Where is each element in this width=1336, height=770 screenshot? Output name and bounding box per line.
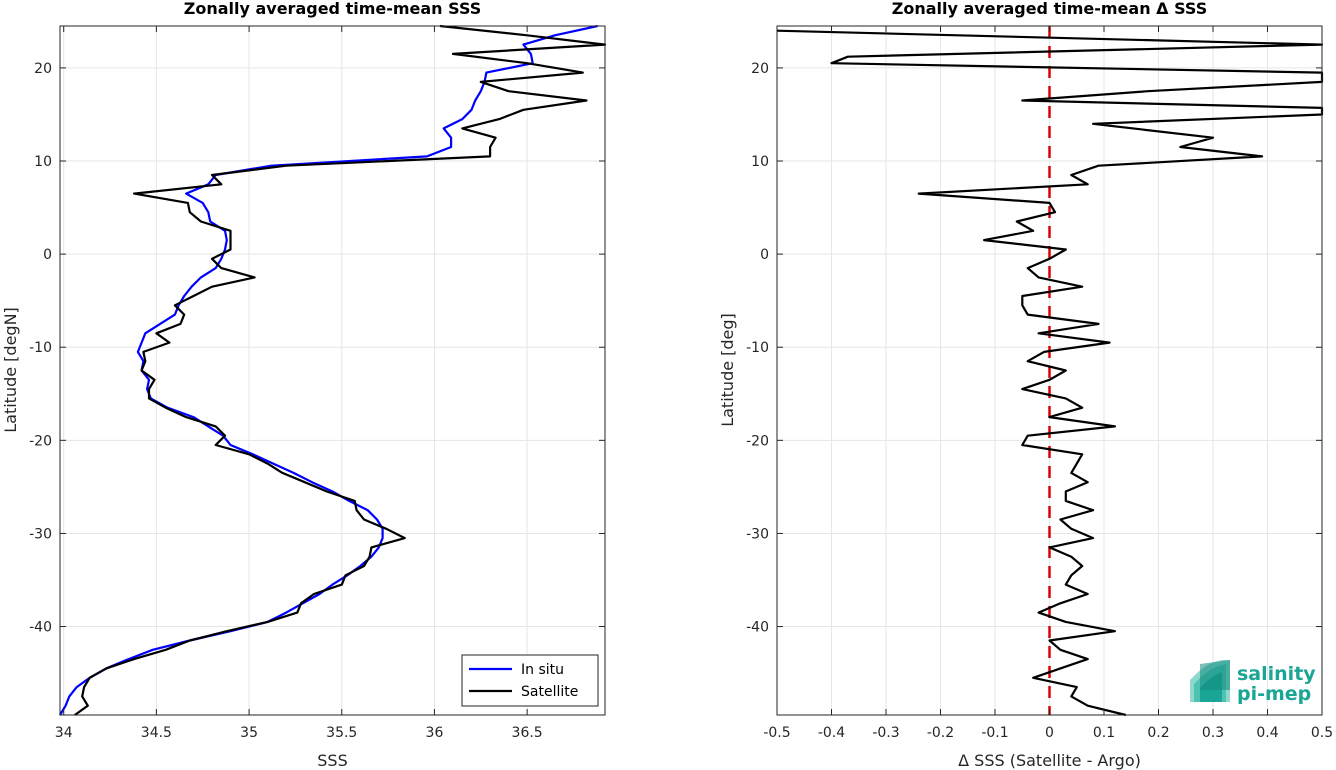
left-ticks: 34 34.5 35 35.5 36 36.5 -40 -30 -20 -10 0 10 20 [29, 26, 605, 741]
right-y-tick-label: -10 [746, 340, 769, 356]
left-x-tick-label: 36.5 [512, 725, 543, 741]
right-series [776, 26, 1324, 717]
left-y-tick-label: -20 [29, 433, 52, 449]
salinity-pi-mep-logo: salinity pi-mep [1190, 660, 1316, 705]
right-x-tick-label: 0.1 [1093, 725, 1115, 741]
logo-mark-icon [1190, 660, 1230, 702]
left-chart-title: Zonally averaged time-mean SSS [184, 0, 482, 18]
right-x-tick-label: -0.1 [981, 725, 1008, 741]
right-chart: -0.5 -0.4 -0.3 -0.2 -0.1 0 0.1 0.2 0.3 0.4 0.5 -40 -… [718, 0, 1333, 770]
right-y-tick-label: -40 [746, 620, 769, 636]
legend: In situ Satellite [461, 654, 599, 707]
right-y-tick-label: 10 [751, 154, 769, 170]
left-y-tick-label: -30 [29, 526, 52, 542]
right-series-line-delta-sss [776, 29, 1324, 717]
right-chart-title: Zonally averaged time-mean Δ SSS [892, 0, 1208, 18]
left-y-tick-label: -10 [29, 340, 52, 356]
left-grid [60, 26, 605, 715]
left-series-line-satellite [74, 24, 607, 716]
logo-text-pi-mep: pi-mep [1237, 683, 1311, 705]
right-x-tick-label: 0.2 [1147, 725, 1169, 741]
right-x-axis-label: Δ SSS (Satellite - Argo) [958, 751, 1141, 770]
right-x-tick-label: 0.5 [1311, 725, 1333, 741]
right-x-tick-label: -0.4 [818, 725, 845, 741]
left-x-tick-label: 34.5 [141, 725, 172, 741]
left-y-tick-label: 20 [34, 61, 52, 77]
legend-label-satellite: Satellite [521, 684, 578, 700]
left-y-tick-label: -40 [29, 620, 52, 636]
left-x-axis-label: SSS [317, 751, 347, 770]
left-chart: 34 34.5 35 35.5 36 36.5 -40 -30 -20 -10 0 10 20 Zona… [1, 0, 607, 770]
left-axes-box [59, 25, 606, 716]
legend-box [461, 654, 599, 707]
left-x-tick-label: 35.5 [326, 725, 357, 741]
right-x-tick-label: 0.4 [1256, 725, 1278, 741]
right-y-axis-label: Latitude [deg] [718, 313, 737, 427]
legend-label-in-situ: In situ [521, 662, 564, 678]
logo-text-salinity: salinity [1237, 663, 1316, 685]
right-y-tick-label: -30 [746, 526, 769, 542]
right-y-tick-label: -20 [746, 433, 769, 449]
right-x-tick-label: 0 [1045, 725, 1054, 741]
left-plot-area [60, 26, 605, 715]
left-x-tick-label: 35 [240, 725, 258, 741]
left-y-tick-label: 0 [43, 247, 52, 263]
left-x-tick-label: 34 [55, 725, 73, 741]
right-x-tick-label: -0.5 [763, 725, 790, 741]
left-series [59, 24, 607, 716]
left-x-tick-label: 36 [426, 725, 444, 741]
right-x-tick-label: 0.3 [1202, 725, 1224, 741]
right-y-tick-label: 0 [760, 247, 769, 263]
left-y-axis-label: Latitude [degN] [1, 307, 20, 433]
left-y-tick-label: 10 [34, 154, 52, 170]
right-ticks: -0.5 -0.4 -0.3 -0.2 -0.1 0 0.1 0.2 0.3 0.4 0.5 -40 -… [746, 26, 1333, 741]
right-x-tick-label: -0.3 [872, 725, 899, 741]
right-x-tick-label: -0.2 [927, 725, 954, 741]
right-y-tick-label: 20 [751, 61, 769, 77]
